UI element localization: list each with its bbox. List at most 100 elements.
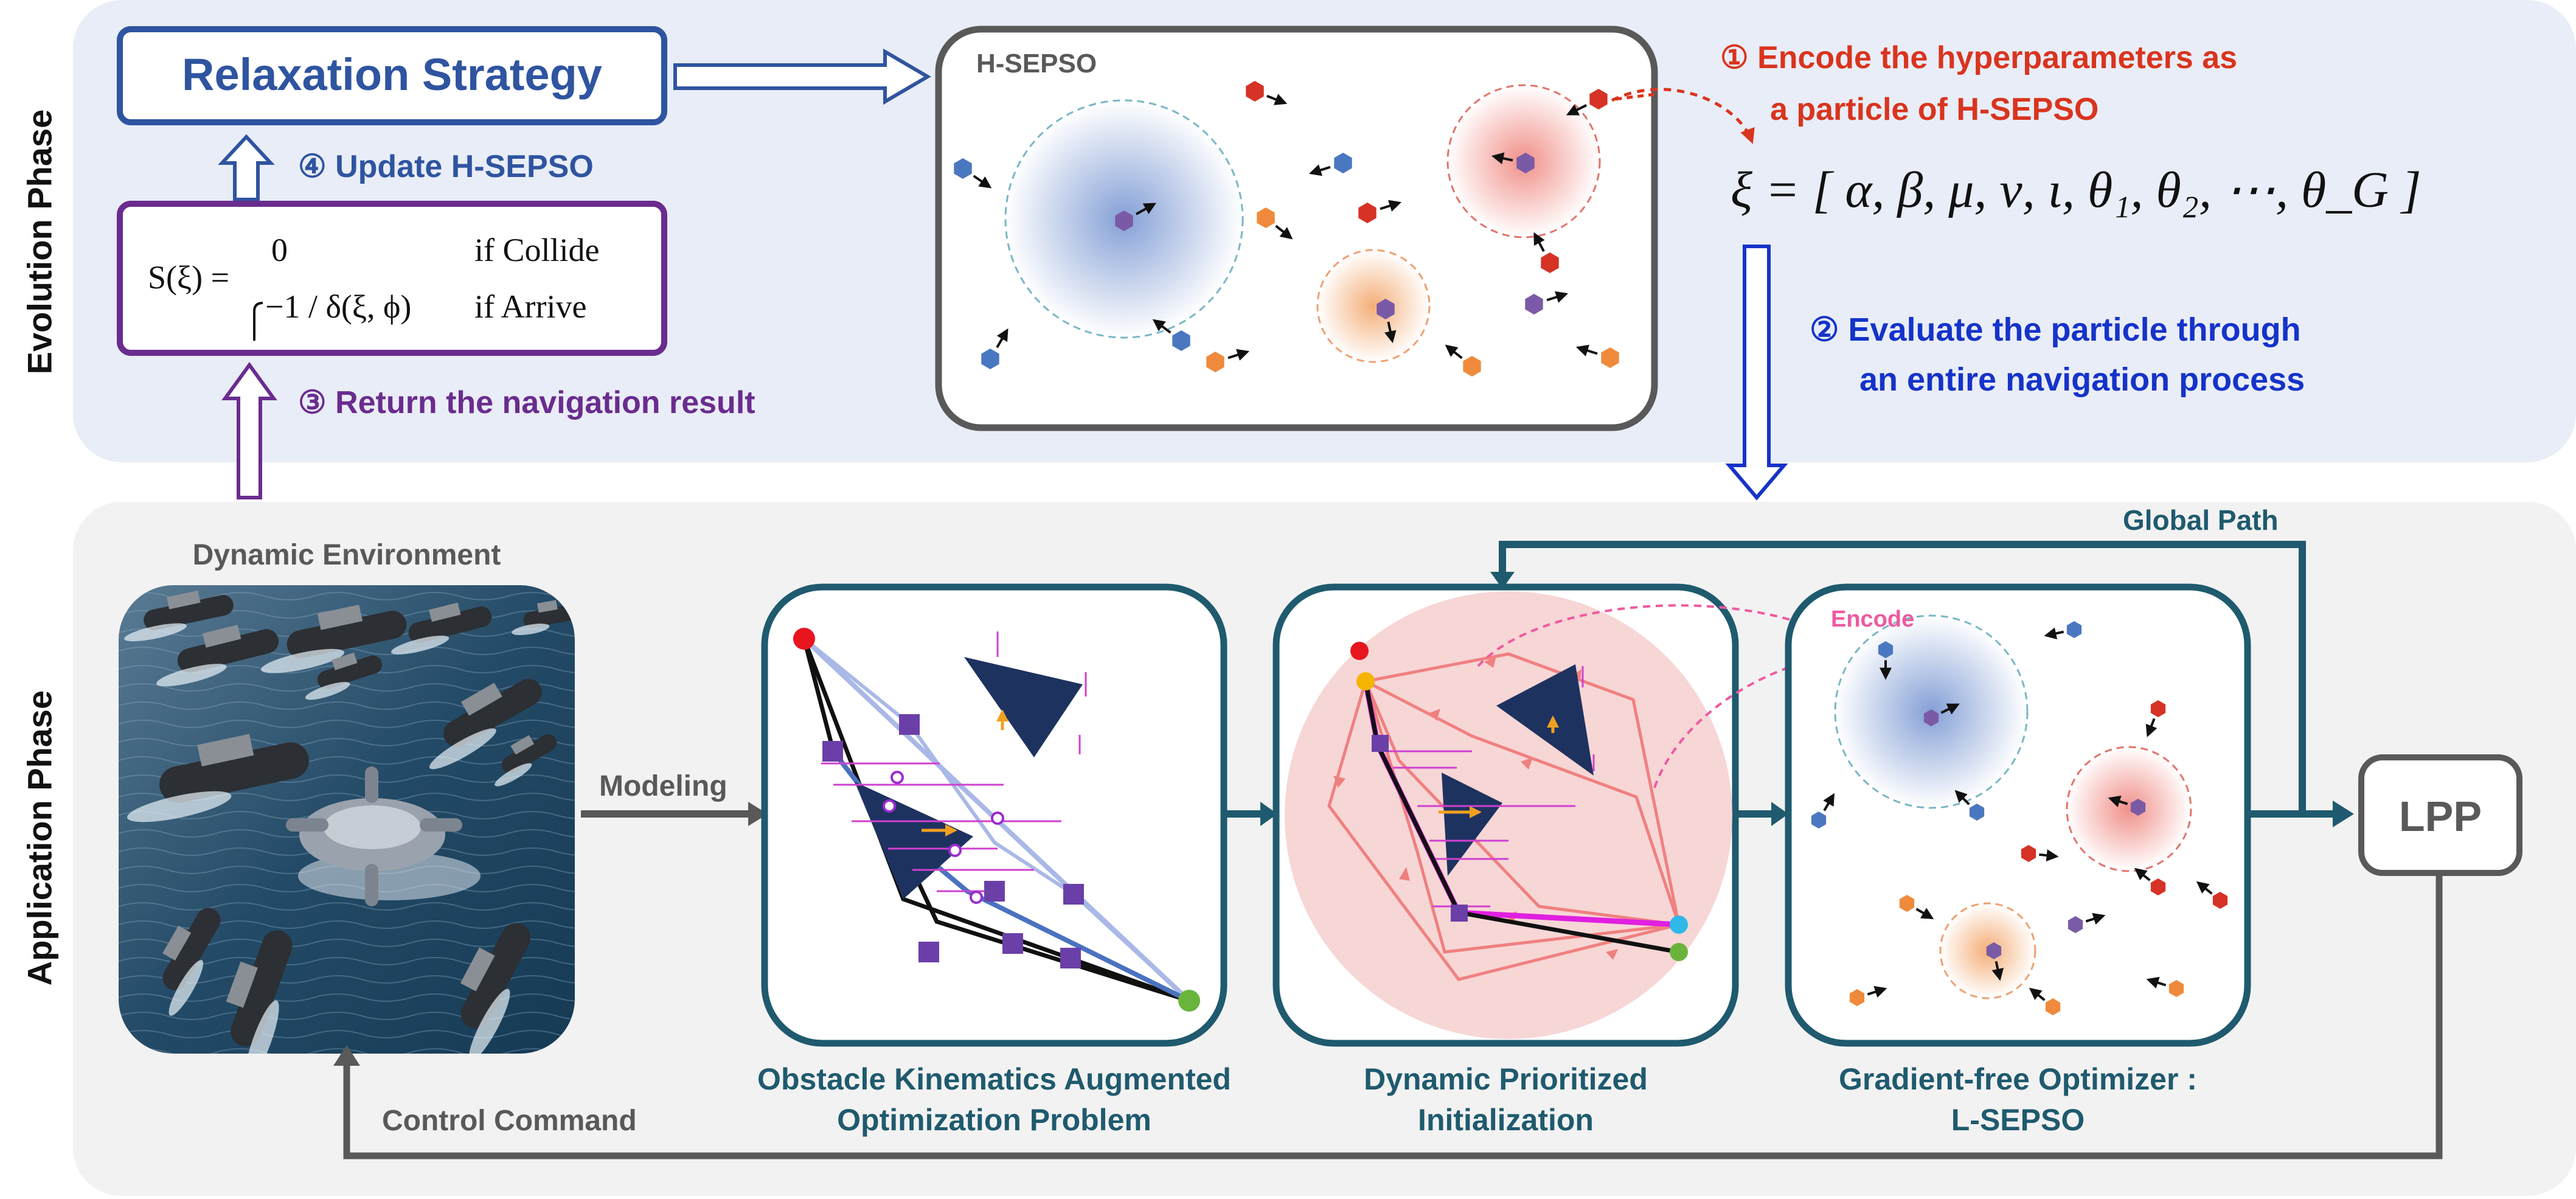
particle-icon — [1923, 709, 1939, 726]
wave-line — [119, 975, 575, 984]
particle-icon — [2067, 916, 2083, 933]
particle-velocity-arrow — [1954, 790, 1970, 805]
particle-velocity-arrow — [1491, 152, 1513, 165]
particle-icon — [2045, 998, 2061, 1015]
particle-icon — [1246, 81, 1264, 102]
particle-icon — [1541, 252, 1559, 273]
ship-icon — [156, 624, 279, 687]
update-hsepso-label: ④ Update H-SEPSO — [298, 149, 594, 184]
score-case2-cond: if Arrive — [474, 288, 587, 325]
relaxation-strategy-label: Relaxation Strategy — [182, 49, 602, 100]
particle-icon — [1811, 811, 1827, 829]
encode-label-line1: ① Encode the hyperparameters as — [1720, 40, 2238, 75]
particle-icon — [1516, 153, 1535, 173]
global-path-head — [1490, 572, 1515, 589]
modeling-label: Modeling — [599, 770, 727, 802]
score-lhs: S(ξ) = — [148, 259, 230, 296]
particle-velocity-arrow — [2196, 881, 2213, 895]
modeling-arrow-head — [748, 802, 768, 826]
particle-velocity-arrow — [2085, 912, 2106, 925]
wave-line — [119, 1030, 575, 1038]
score-case2-value: −1 / δ(ξ, ϕ) — [265, 288, 412, 325]
wave-line — [119, 1048, 575, 1054]
particle-icon — [2150, 700, 2166, 717]
particle-icon — [1601, 347, 1619, 368]
score-function-box — [117, 201, 667, 356]
particle-icon — [1878, 641, 1894, 658]
blue-swarm-ring — [1004, 99, 1244, 339]
particle-velocity-arrow — [1533, 232, 1545, 252]
wave-line — [119, 592, 575, 600]
ship-icon — [260, 605, 407, 673]
encode-dashed-tail — [1614, 92, 1655, 101]
wave-line — [119, 993, 575, 1002]
particle-icon — [1463, 356, 1481, 377]
particle-velocity-arrow — [973, 175, 992, 189]
dynamic-environment-label: Dynamic Environment — [192, 539, 501, 571]
particle-velocity-arrow — [2146, 976, 2167, 989]
particle-icon — [1969, 804, 1985, 821]
vehicle-top — [324, 805, 421, 849]
control-command-label: Control Command — [382, 1105, 637, 1137]
global-path-label: Global Path — [2123, 504, 2279, 536]
ship-icon — [124, 590, 234, 642]
particle-velocity-arrow — [1566, 104, 1588, 116]
encode-arrow-1 — [1477, 604, 1842, 667]
particle-icon — [1172, 330, 1190, 351]
particle-velocity-arrow — [1308, 164, 1331, 176]
lsepso-blue-ring — [1834, 614, 2029, 809]
initialization-obstacles — [1350, 642, 1688, 961]
particle-icon — [1206, 352, 1224, 372]
box3-caption-line1: Gradient-free Optimizer : — [1839, 1062, 2197, 1096]
score-case1-value: 0 — [271, 232, 288, 268]
arrow-to-hsepso — [673, 48, 931, 105]
particle-velocity-arrow — [2044, 627, 2064, 640]
box1-caption-line1: Obstacle Kinematics Augmented — [757, 1062, 1231, 1096]
particle-icon — [1986, 942, 2002, 959]
particle-icon — [2066, 621, 2082, 638]
particle-velocity-arrow — [1915, 908, 1934, 920]
lpp-label: LPP — [2398, 793, 2482, 840]
application-phase-label: Application Phase — [20, 690, 59, 986]
particle-velocity-arrow — [1823, 793, 1835, 811]
global-path-line — [1499, 541, 2306, 814]
box2-caption-line1: Dynamic Prioritized — [1364, 1062, 1648, 1096]
ship-icon — [429, 679, 542, 770]
lsepso-orange-ring — [1939, 902, 2036, 999]
ship-icon — [226, 930, 293, 1054]
particle-icon — [981, 349, 999, 369]
particle-velocity-arrow — [2134, 867, 2151, 881]
encode-dashed-arrow — [1611, 88, 1755, 144]
particle-icon — [1377, 299, 1395, 319]
particle-velocity-arrow — [1135, 203, 1156, 215]
ship-icon — [162, 908, 221, 1016]
vehicle-arm — [286, 818, 328, 832]
evaluate-label-line1: ② Evaluate the particle through — [1810, 311, 2301, 348]
particle-icon — [2021, 845, 2036, 862]
particle-velocity-arrow — [1266, 94, 1288, 105]
box1-caption-line2: Optimization Problem — [837, 1103, 1151, 1137]
particle-velocity-arrow — [1380, 200, 1402, 212]
particle-icon — [1115, 210, 1133, 231]
hsepso-title: H-SEPSO — [976, 49, 1097, 78]
ship-icon — [391, 602, 492, 655]
particle-velocity-arrow — [1991, 961, 2004, 981]
particle-icon — [1257, 207, 1275, 228]
wave-line — [119, 902, 575, 911]
red-swarm-ring — [1446, 84, 1601, 238]
wave-line — [119, 720, 575, 728]
lsepso-particles — [1811, 621, 2228, 1015]
dynamic-environment-image — [119, 585, 575, 1054]
particle-velocity-arrow — [1575, 344, 1598, 356]
particle-velocity-arrow — [2039, 849, 2059, 862]
ship-icon — [305, 652, 383, 700]
xi-vector: ξ = [ α, β, μ, ν, ι, θ₁, θ₂, ⋯, θ_G ] — [1731, 162, 2422, 218]
particle-velocity-arrow — [1275, 224, 1293, 240]
arrow-to-lpp-head — [2333, 801, 2354, 827]
particle-icon — [2150, 878, 2166, 895]
return-result-label: ③ Return the navigation result — [298, 385, 755, 420]
arrow-update-up — [218, 134, 275, 201]
particle-velocity-arrow — [1546, 291, 1569, 303]
